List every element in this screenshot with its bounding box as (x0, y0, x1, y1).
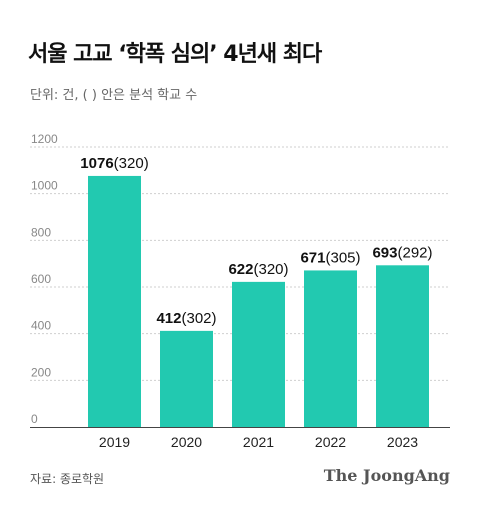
y-tick-label: 1200 (31, 132, 58, 146)
y-tick-label: 800 (31, 225, 51, 239)
data-label-2023: 693(292) (372, 244, 432, 261)
x-tick-label-2020: 2020 (171, 434, 202, 450)
brand-logo: The JoongAng (323, 466, 450, 485)
data-label-2021: 622(320) (228, 261, 288, 278)
bar-2022 (304, 270, 357, 427)
data-label-2019: 1076(320) (80, 155, 148, 172)
bar-2020 (160, 330, 213, 427)
data-labels: 1076(320) 412(302) 622(320) 671(305) 693(292… (80, 155, 432, 327)
x-tick-label-2019: 2019 (99, 434, 130, 450)
y-tick-label: 200 (31, 365, 51, 379)
source-note: 자료: 종로학원 (30, 472, 105, 486)
x-tick-label-2021: 2021 (243, 434, 274, 450)
y-tick-label: 0 (31, 412, 38, 426)
y-tick-label: 600 (31, 272, 51, 286)
bars (88, 175, 429, 427)
bar-2021 (232, 281, 285, 427)
data-label-2022: 671(305) (300, 249, 360, 266)
bar-2023 (376, 265, 429, 427)
chart-subtitle: 단위: 건, ( ) 안은 분석 학교 수 (30, 88, 198, 103)
chart-title: 서울 고교 ‘학폭 심의’ 4년새 최다 (28, 42, 322, 67)
data-label-2020: 412(302) (156, 310, 216, 327)
bar-2019 (88, 175, 141, 427)
y-tick-label: 400 (31, 319, 51, 333)
x-tick-label-2022: 2022 (315, 434, 346, 450)
axes: 0 200 400 600 800 1000 1200 2019 2020 2021 2022 202… (30, 132, 450, 450)
x-tick-label-2023: 2023 (387, 434, 418, 450)
y-tick-label: 1000 (31, 179, 58, 193)
